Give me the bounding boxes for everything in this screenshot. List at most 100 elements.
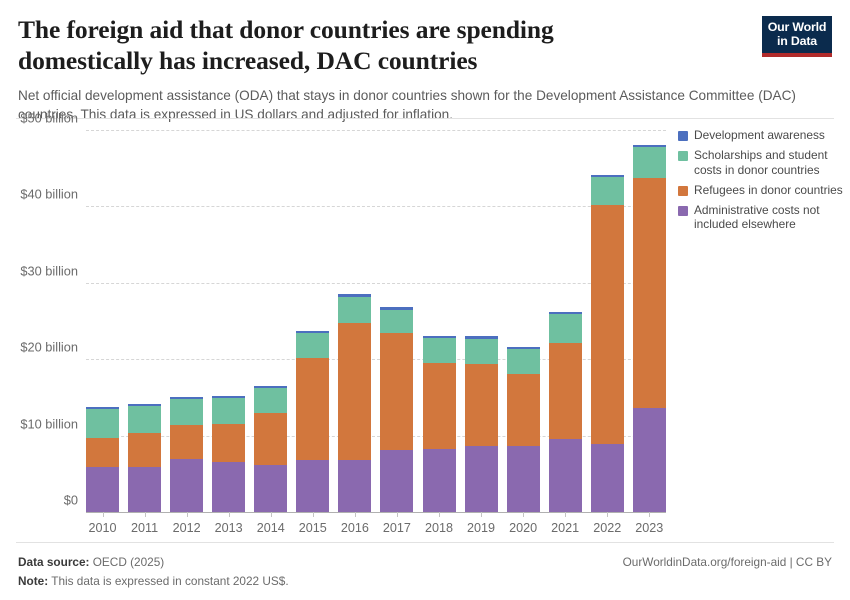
bar-column-2014[interactable] (254, 130, 288, 512)
bar-segment[interactable] (338, 294, 372, 297)
bar-segment[interactable] (296, 330, 330, 334)
bar-segment[interactable] (380, 309, 414, 334)
bar-column-2018[interactable] (422, 130, 456, 512)
bar-column-2017[interactable] (380, 130, 414, 512)
bar-segment[interactable] (506, 347, 540, 350)
bar-segment[interactable] (86, 437, 119, 467)
bar-column-2012[interactable] (170, 130, 204, 512)
bar-segment[interactable] (254, 464, 288, 512)
attribution-link[interactable]: OurWorldinData.org/foreign-aid | CC BY (622, 555, 832, 569)
bar-segment[interactable] (380, 333, 414, 451)
bar-segment[interactable] (86, 408, 119, 438)
bar-segment[interactable] (254, 388, 288, 414)
gridline-40 (86, 206, 666, 208)
bar-segment[interactable] (338, 460, 372, 512)
bar-segment[interactable] (254, 385, 288, 389)
bar-segment[interactable] (422, 363, 456, 450)
bar-segment[interactable] (338, 322, 372, 461)
y-axis-tick-label: $10 billion (20, 416, 78, 432)
bar-segment[interactable] (170, 396, 204, 399)
bar-segment[interactable] (338, 296, 372, 323)
legend-item[interactable]: Refugees in donor countries (678, 183, 846, 197)
bar-segment[interactable] (212, 395, 246, 399)
chart-footer: Data source: OECD (2025) OurWorldinData.… (18, 555, 832, 588)
bar-segment[interactable] (86, 466, 119, 512)
bar-column-2010[interactable] (86, 130, 119, 512)
data-source-label: Data source: (18, 555, 90, 569)
bar-column-2016[interactable] (338, 130, 372, 512)
logo-line-2: in Data (777, 33, 817, 48)
chart-legend: Development awareness Scholarships and st… (678, 128, 846, 238)
bar-segment[interactable] (170, 459, 204, 512)
footer-divider (16, 542, 834, 543)
y-axis-tick-label: $20 billion (20, 339, 78, 355)
bar-column-2022[interactable] (590, 130, 624, 512)
bar-segment[interactable] (464, 445, 498, 512)
bar-segment[interactable] (380, 307, 414, 310)
legend-item[interactable]: Administrative costs not included elsewh… (678, 203, 846, 232)
bar-segment[interactable] (548, 314, 582, 344)
bar-segment[interactable] (128, 433, 162, 467)
bar-column-2019[interactable] (464, 130, 498, 512)
bar-segment[interactable] (380, 450, 414, 512)
bar-segment[interactable] (590, 204, 624, 445)
bar-segment[interactable] (212, 424, 246, 462)
bar-segment[interactable] (296, 333, 330, 358)
bar-segment[interactable] (506, 374, 540, 447)
bar-segment[interactable] (632, 144, 666, 147)
bar-segment[interactable] (128, 466, 162, 512)
bar-segment[interactable] (296, 357, 330, 461)
bar-segment[interactable] (464, 363, 498, 446)
bar-segment[interactable] (632, 178, 666, 409)
bar-segment[interactable] (632, 408, 666, 512)
bar-segment[interactable] (170, 398, 204, 425)
bar-segment[interactable] (632, 146, 666, 179)
legend-item-label: Scholarships and student costs in donor … (694, 148, 828, 177)
bar-segment[interactable] (590, 175, 624, 178)
bar-segment[interactable] (254, 413, 288, 465)
bar-segment[interactable] (86, 406, 119, 409)
bar-column-2015[interactable] (296, 130, 330, 512)
note-line: Note: This data is expressed in constant… (18, 574, 289, 588)
bar-segment[interactable] (464, 338, 498, 364)
bar-segment[interactable] (212, 461, 246, 512)
bar-column-2011[interactable] (128, 130, 162, 512)
bar-segment[interactable] (590, 444, 624, 512)
bar-segment[interactable] (506, 446, 540, 512)
bar-segment[interactable] (506, 349, 540, 375)
bar-segment[interactable] (422, 335, 456, 338)
header-divider (16, 118, 834, 119)
legend-color-swatch-icon (678, 185, 688, 196)
legend-item[interactable]: Scholarships and student costs in donor … (678, 148, 846, 177)
bar-segment[interactable] (212, 398, 246, 425)
bar-segment[interactable] (296, 460, 330, 512)
bar-column-2021[interactable] (548, 130, 582, 512)
legend-color-swatch-icon (678, 151, 688, 162)
bar-segment[interactable] (590, 177, 624, 205)
bar-segment[interactable] (128, 403, 162, 406)
bar-segment[interactable] (422, 449, 456, 512)
bar-column-2023[interactable] (632, 130, 666, 512)
gridline-30 (86, 282, 666, 284)
x-axis-tick-label: 2022 (591, 512, 624, 538)
bar-series-container (86, 130, 666, 512)
bar-segment[interactable] (422, 337, 456, 364)
legend-color-swatch-icon (678, 131, 688, 141)
bar-column-2020[interactable] (506, 130, 540, 512)
bar-column-2013[interactable] (212, 130, 246, 512)
bar-segment[interactable] (548, 439, 582, 512)
y-axis-tick-label: $40 billion (20, 186, 78, 202)
logo-line-1: Our World (767, 20, 827, 34)
bar-segment[interactable] (464, 336, 498, 339)
x-axis-tick-label: 2015 (296, 512, 329, 538)
x-axis-tick-label: 2018 (423, 512, 456, 538)
our-world-in-data-logo[interactable]: Our World in Data (762, 16, 832, 57)
bar-segment[interactable] (548, 311, 582, 315)
legend-item[interactable]: Development awareness (678, 128, 846, 142)
bar-segment[interactable] (170, 424, 204, 460)
x-axis-tick-label: 2023 (633, 512, 666, 538)
x-axis-tick-label: 2012 (170, 512, 203, 538)
bar-segment[interactable] (548, 343, 582, 440)
bar-segment[interactable] (128, 405, 162, 434)
x-axis-tick-label: 2011 (128, 512, 161, 538)
